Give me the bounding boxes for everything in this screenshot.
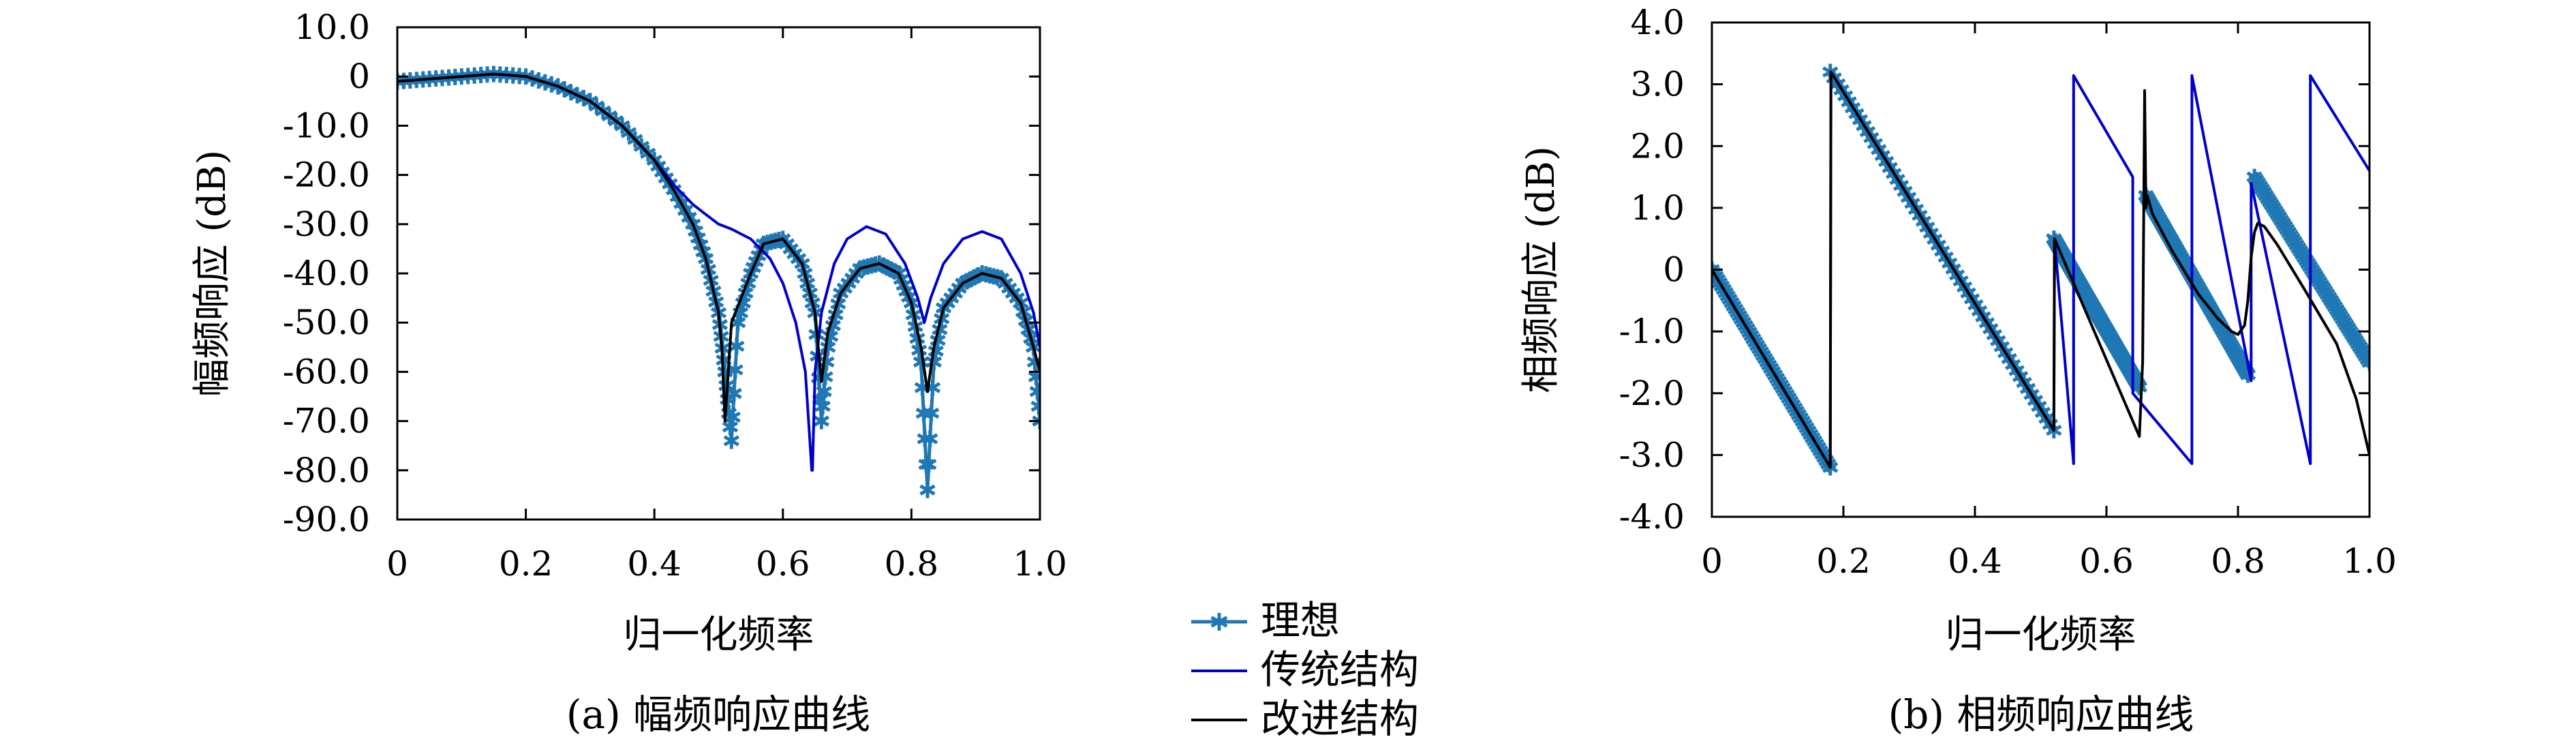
y-tick-label: -2.0 [1619,374,1685,413]
y-tick-label: -60.0 [283,352,370,391]
y-tick-label: -4.0 [1619,497,1685,537]
x-tick-label: 0.6 [756,544,810,584]
x-tick-label: 0 [386,544,408,584]
plot-area: 0 0.2 0.4 0.6 0.8 1.0 4.0 3.0 2.0 1.0 0 -1.0 -2.0 -3.… [1619,3,2397,581]
x-tick-label: 0.6 [2079,541,2134,581]
x-tick-label: 0.8 [2211,541,2265,581]
legend-item: 传统结构 [1191,646,1419,693]
x-tick-label: 0.2 [1816,541,1871,581]
y-tick-label: 1.0 [1630,188,1685,228]
chart-phase: 0 0.2 0.4 0.6 0.8 1.0 4.0 3.0 2.0 1.0 0 -1.0 -2.0 -3.… [1519,3,2397,738]
series-1 [397,65,1040,498]
x-tick-label: 0.2 [499,544,553,584]
series-group [1712,63,2370,476]
y-tick-label: -50.0 [283,303,370,342]
series-segment [2253,176,2370,363]
marker-stroke [1210,616,1228,628]
legend-item: 改进结构 [1191,695,1419,742]
x-tick-label: 0.8 [885,544,939,584]
series-line [397,72,1040,492]
marker-stroke [2361,360,2370,368]
x-tick-label: 0.4 [1948,541,2002,581]
chart-caption: (a) 幅频响应曲线 [566,691,870,738]
marker-stroke [1712,264,1720,272]
series-1 [1712,63,2370,476]
y-axis-label: 幅频响应 (dB) [190,150,234,397]
x-axis-label: 归一化频率 [1946,613,2136,657]
chart-magnitude: 0 0.2 0.4 0.6 0.8 1.0 10.0 0 -10.0 -20.0 -30.0 -40.… [190,7,1067,738]
series-line [1712,70,2370,469]
plot-area: 0 0.2 0.4 0.6 0.8 1.0 10.0 0 -10.0 -20.0 -30.0 -40.… [283,7,1067,584]
x-tick-label: 1.0 [2342,541,2397,581]
y-tick-label: 2.0 [1630,126,1685,166]
y-tick-label: -90.0 [283,500,370,539]
y-tick-label: 0 [348,57,370,96]
legend-item: 理想 [1191,597,1340,644]
legend-label: 传统结构 [1261,646,1419,693]
y-axis-label: 相频响应 (dB) [1519,146,1563,393]
series-3 [397,72,1040,423]
y-tick-label: -40.0 [283,254,370,293]
y-tick-label: -10.0 [283,106,370,145]
data-point [1032,412,1040,430]
legend-marker [1210,613,1228,631]
y-tick-label: -3.0 [1619,435,1685,475]
series-line [397,72,1040,423]
y-tick-label: -1.0 [1619,312,1685,351]
y-tick-label: 0 [1663,250,1685,290]
marker-stroke [397,79,405,87]
y-tick-label: -70.0 [283,402,370,441]
plot-frame [396,26,1041,521]
series-2 [397,72,1040,472]
x-tick-label: 0.4 [627,544,681,584]
y-tick-label: 10.0 [294,7,370,47]
x-tick-label: 1.0 [1013,544,1067,584]
series-segment [2145,194,2250,376]
x-tick-label: 0 [1701,541,1723,581]
series-line [397,72,1040,472]
marker-stroke [1032,419,1040,427]
y-tick-label: -20.0 [283,155,370,195]
data-point [2361,354,2370,371]
y-tick-label: 4.0 [1630,3,1685,42]
marker-stroke [2361,357,2370,365]
y-tick-label: 3.0 [1630,65,1685,104]
marker-stroke [1032,415,1040,423]
y-tick-label: -30.0 [283,205,370,244]
series-group [397,65,1040,498]
series-segment [2053,238,2141,388]
chart-caption: (b) 相频响应曲线 [1888,691,2194,738]
x-axis-label: 归一化频率 [624,613,814,657]
legend-label: 理想 [1261,597,1340,644]
series-3 [1712,70,2370,469]
y-tick-label: -80.0 [283,451,370,490]
legend-label: 改进结构 [1261,695,1419,742]
